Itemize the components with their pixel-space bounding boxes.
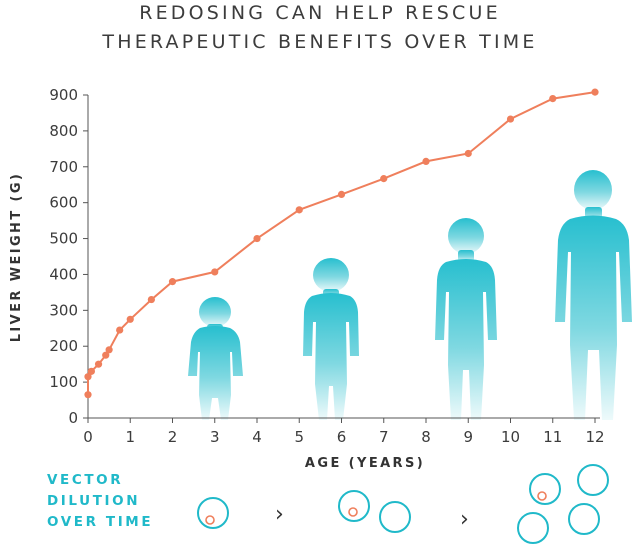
child-silhouette-icon	[303, 258, 359, 420]
y-tick-label: 0	[68, 409, 78, 427]
x-tick-label: 8	[421, 428, 431, 446]
y-tick-label: 600	[49, 194, 78, 212]
x-axis-ticks: 0 1 2 3 4 5 6 7 8 9 10 11 12	[83, 418, 605, 446]
y-tick-label: 800	[49, 122, 78, 140]
y-axis-ticks: 0 100 200 300 400 500 600 700 800 900	[49, 86, 88, 427]
y-tick-label: 500	[49, 230, 78, 248]
y-tick-label: 200	[49, 337, 78, 355]
chart-title-line-1: REDOSING CAN HELP RESCUE	[139, 2, 501, 24]
data-point	[126, 315, 134, 323]
data-point	[422, 157, 430, 165]
data-point	[84, 391, 92, 399]
x-tick-label: 5	[294, 428, 304, 446]
data-point	[295, 206, 303, 214]
x-tick-label: 6	[337, 428, 347, 446]
toddler-silhouette-icon	[188, 297, 243, 420]
data-point	[549, 94, 557, 103]
vector-dilution-graphic: › ›	[197, 464, 609, 544]
data-point	[591, 88, 599, 96]
adult-silhouette-icon	[555, 170, 632, 420]
x-tick-label: 9	[463, 428, 473, 446]
data-point	[87, 367, 95, 375]
vector-dilution-label-line-1: VECTOR	[47, 472, 124, 488]
y-tick-label: 100	[49, 373, 78, 391]
data-point	[464, 149, 472, 158]
data-point	[337, 190, 346, 199]
vector-dilution-label-line-3: OVER TIME	[47, 514, 154, 530]
x-axis-title: AGE (YEARS)	[305, 456, 425, 471]
data-point	[102, 351, 110, 359]
x-tick-label: 7	[379, 428, 389, 446]
vector-dot-icon	[537, 491, 547, 501]
cell-circle-icon	[379, 501, 411, 533]
y-tick-label: 400	[49, 265, 78, 283]
data-point	[380, 175, 388, 183]
data-point	[84, 373, 92, 381]
y-tick-label: 300	[49, 301, 78, 319]
cell-circle-icon	[517, 512, 549, 544]
vector-dot-icon	[205, 515, 215, 525]
data-point	[211, 268, 219, 276]
cell-circle-icon	[568, 503, 600, 535]
cell-circle-icon	[338, 490, 370, 522]
data-point	[105, 346, 113, 354]
dilution-stage-2	[338, 490, 411, 533]
liver-weight-points	[84, 88, 599, 399]
x-tick-label: 2	[168, 428, 178, 446]
vector-dilution-label-line-2: DILUTION	[47, 493, 141, 509]
data-point	[253, 234, 261, 243]
x-tick-label: 3	[210, 428, 220, 446]
data-point	[506, 115, 515, 123]
vector-dot-icon	[348, 507, 358, 517]
cell-circle-icon	[529, 473, 561, 505]
x-tick-label: 4	[252, 428, 262, 446]
separator-arrow-2: ›	[460, 507, 469, 532]
data-point	[116, 326, 124, 334]
cell-circle-icon	[577, 464, 609, 496]
dilution-stage-3	[517, 464, 609, 544]
y-tick-label: 700	[49, 158, 78, 176]
cell-circle-icon	[197, 497, 229, 529]
adolescent-silhouette-icon	[435, 218, 497, 420]
chart-title-line-2: THERAPEUTIC BENEFITS OVER TIME	[102, 31, 538, 53]
x-tick-label: 12	[585, 428, 604, 446]
separator-arrow-1: ›	[275, 502, 284, 527]
x-tick-label: 11	[543, 428, 562, 446]
x-tick-label: 0	[83, 428, 93, 446]
dilution-stage-1	[197, 497, 229, 529]
data-point	[147, 295, 155, 304]
data-point	[168, 278, 177, 286]
data-point	[94, 360, 103, 368]
y-axis-title: LIVER WEIGHT (G)	[9, 172, 24, 343]
child-silhouettes	[188, 170, 632, 420]
y-tick-label: 900	[49, 86, 78, 104]
x-tick-label: 1	[125, 428, 135, 446]
x-tick-label: 10	[501, 428, 520, 446]
